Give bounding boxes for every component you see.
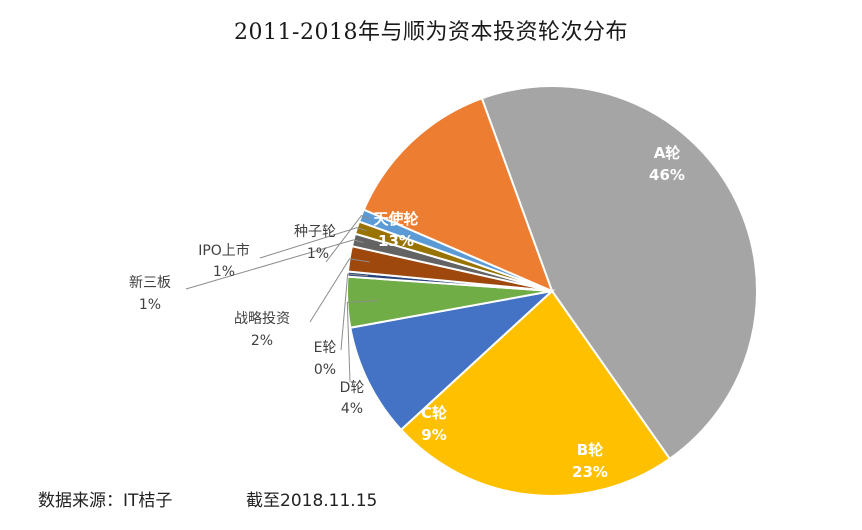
pie-slice-a-round <box>480 85 758 461</box>
pie-slice-angel-round <box>362 97 554 293</box>
slice-label-strategic: 战略投资 <box>234 311 290 327</box>
slice-label-ipo-percent: 1% <box>213 264 235 280</box>
slice-label-seed-round-percent: 1% <box>307 246 329 262</box>
pie-slice-c-round <box>349 289 556 432</box>
slice-label-ipo: IPO上市 <box>198 242 250 259</box>
slice-label-angel-round: 天使轮 <box>373 210 418 228</box>
slice-label-angel-round-percent: 13% <box>378 232 414 250</box>
slice-label-d-round-percent: 4% <box>341 401 363 417</box>
slice-label-strategic-percent: 2% <box>251 333 273 349</box>
slice-label-c-round: C轮 <box>421 404 447 422</box>
leader-line-neeq <box>185 239 364 290</box>
leader-line-seed-round <box>325 214 372 263</box>
slice-label-b-round: B轮 <box>577 441 603 459</box>
chart-title: 2011-2018年与顺为资本投资轮次分布 <box>234 20 628 45</box>
slice-label-e-round-percent: 0% <box>314 362 336 378</box>
slice-label-seed-round: 种子轮 <box>294 224 336 240</box>
leader-line-e-round <box>340 273 369 351</box>
slice-label-neeq: 新三板 <box>129 275 171 291</box>
slice-label-b-round-percent: 23% <box>572 463 608 481</box>
pie-slice-b-round <box>399 289 672 497</box>
slice-label-a-round: A轮 <box>654 144 681 162</box>
leader-line-d-round <box>346 300 379 383</box>
slice-label-a-round-percent: 46% <box>649 166 685 184</box>
leader-line-strategic <box>309 258 370 323</box>
slice-label-d-round: D轮 <box>340 380 365 396</box>
slice-label-neeq-percent: 1% <box>139 297 161 313</box>
leader-line-ipo <box>259 227 367 259</box>
slice-label-c-round-percent: 9% <box>421 426 446 444</box>
date-note: 截至2018.11.15 <box>246 491 378 511</box>
source-note: 数据来源：IT桔子 <box>38 491 173 511</box>
slice-label-e-round: E轮 <box>314 340 337 356</box>
